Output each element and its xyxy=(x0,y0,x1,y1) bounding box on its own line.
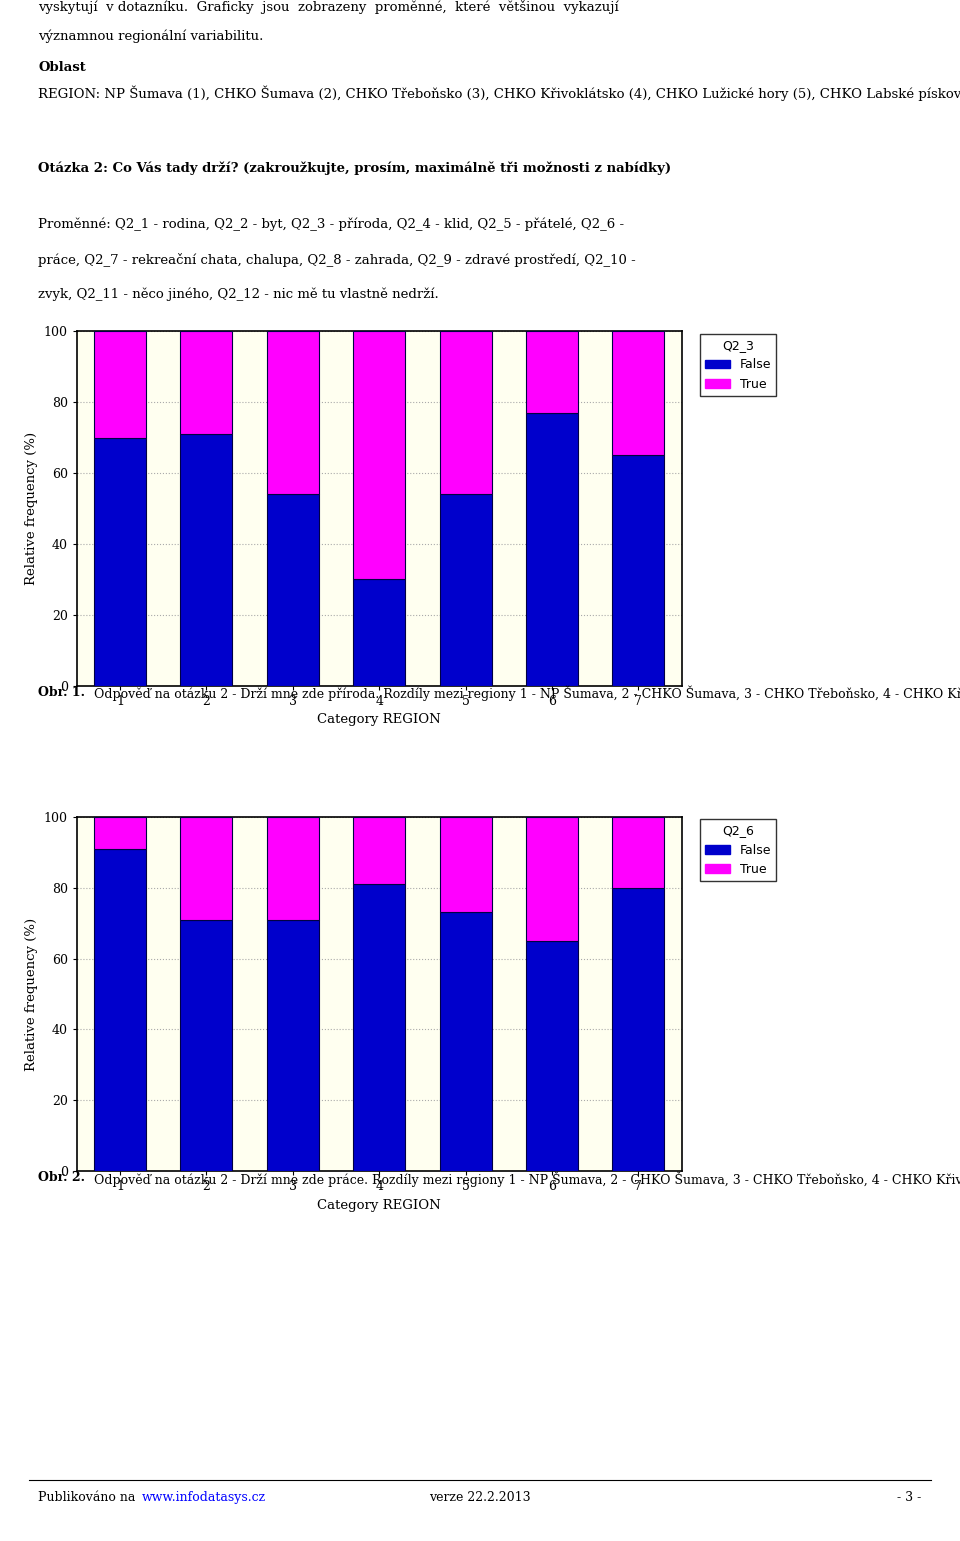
Text: Proměnné: Q2_1 - rodina, Q2_2 - byt, Q2_3 - příroda, Q2_4 - klid, Q2_5 - přátelé: Proměnné: Q2_1 - rodina, Q2_2 - byt, Q2_… xyxy=(38,217,625,231)
Bar xyxy=(440,817,492,912)
Bar xyxy=(612,888,664,1171)
Y-axis label: Relative frequency (%): Relative frequency (%) xyxy=(25,917,38,1071)
X-axis label: Category REGION: Category REGION xyxy=(318,713,441,726)
Text: Obr. 1.: Obr. 1. xyxy=(38,686,85,698)
Text: Obr. 2.: Obr. 2. xyxy=(38,1171,85,1183)
Text: Publikováno na: Publikováno na xyxy=(38,1492,140,1504)
Bar xyxy=(353,579,405,686)
Legend: False, True: False, True xyxy=(700,820,777,881)
Bar xyxy=(267,495,319,686)
Bar xyxy=(180,817,232,920)
Text: práce, Q2_7 - rekreační chata, chalupa, Q2_8 - zahrada, Q2_9 - zdravé prostředí,: práce, Q2_7 - rekreační chata, chalupa, … xyxy=(38,253,636,267)
Bar xyxy=(94,849,146,1171)
Text: zvyk, Q2_11 - něco jiného, Q2_12 - nic mě tu vlastně nedrží.: zvyk, Q2_11 - něco jiného, Q2_12 - nic m… xyxy=(38,288,439,300)
Bar xyxy=(440,912,492,1171)
Bar xyxy=(94,438,146,686)
Bar xyxy=(94,817,146,849)
Text: významnou regionální variabilitu.: významnou regionální variabilitu. xyxy=(38,29,264,43)
Y-axis label: Relative frequency (%): Relative frequency (%) xyxy=(25,431,38,586)
Text: Oblast: Oblast xyxy=(38,62,86,74)
Bar xyxy=(612,331,664,456)
Bar xyxy=(180,331,232,435)
Bar xyxy=(353,331,405,579)
Bar xyxy=(612,817,664,888)
Bar xyxy=(267,817,319,920)
Bar xyxy=(180,920,232,1171)
Text: Odpověď na otázku 2 - Drží mne zde práce. Rozdíly mezi regiony 1 - NP Šumava, 2 : Odpověď na otázku 2 - Drží mne zde práce… xyxy=(90,1171,960,1187)
Bar xyxy=(267,331,319,495)
Bar xyxy=(267,920,319,1171)
Text: Odpověď na otázku 2 - Drží mne zde příroda. Rozdíly mezi regiony 1 - NP Šumava, : Odpověď na otázku 2 - Drží mne zde příro… xyxy=(90,686,960,701)
Bar xyxy=(94,331,146,438)
Text: Otázka 2: Co Vás tady drží? (zakroužkujte, prosím, maximálně tři možnosti z nabí: Otázka 2: Co Vás tady drží? (zakroužkujt… xyxy=(38,162,672,176)
Bar xyxy=(526,817,578,940)
Bar xyxy=(180,435,232,686)
Text: www.infodatasys.cz: www.infodatasys.cz xyxy=(142,1492,266,1504)
Text: vyskytují  v dotazníku.  Graficky  jsou  zobrazeny  proměnné,  které  většinou  : vyskytují v dotazníku. Graficky jsou zob… xyxy=(38,0,619,14)
Bar xyxy=(612,456,664,686)
Text: - 3 -: - 3 - xyxy=(898,1492,922,1504)
Bar xyxy=(353,885,405,1171)
Text: REGION: NP Šumava (1), CHKO Šumava (2), CHKO Třeboňsko (3), CHKO Křivoklátsko (4: REGION: NP Šumava (1), CHKO Šumava (2), … xyxy=(38,86,960,102)
Bar xyxy=(440,331,492,495)
Bar xyxy=(526,940,578,1171)
Bar xyxy=(526,331,578,413)
Bar xyxy=(440,495,492,686)
Legend: False, True: False, True xyxy=(700,334,777,396)
X-axis label: Category REGION: Category REGION xyxy=(318,1199,441,1211)
Bar xyxy=(353,817,405,885)
Text: verze 22.2.2013: verze 22.2.2013 xyxy=(429,1492,531,1504)
Bar xyxy=(526,413,578,686)
